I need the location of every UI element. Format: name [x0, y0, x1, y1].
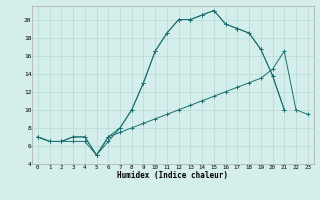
X-axis label: Humidex (Indice chaleur): Humidex (Indice chaleur) [117, 171, 228, 180]
